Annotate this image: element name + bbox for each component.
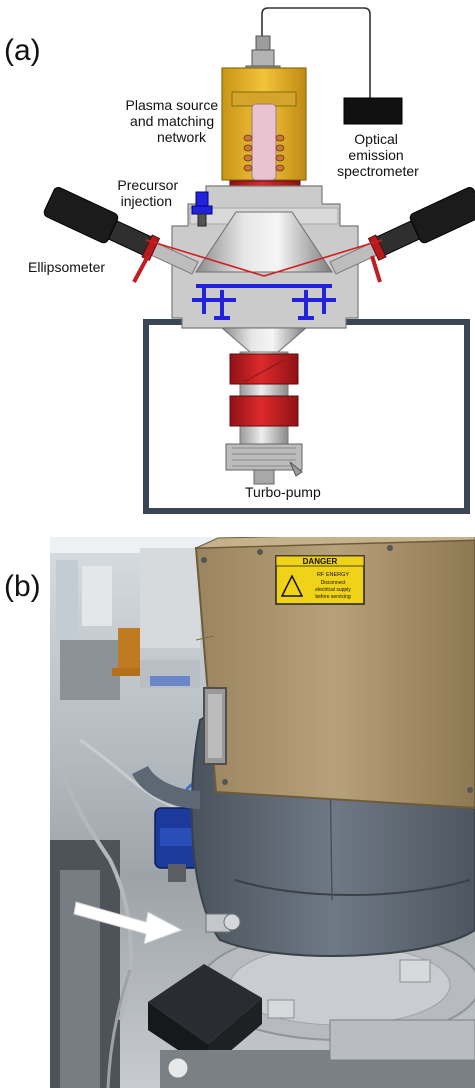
- danger-sign-title: DANGER: [303, 557, 338, 566]
- danger-sign-line1: RF ENERGY: [317, 572, 349, 578]
- panel-a-label: (a): [4, 34, 41, 67]
- panel-b-label: (b): [4, 570, 41, 603]
- support-frame: [146, 322, 467, 511]
- label-turbo-pump: Turbo-pump: [245, 484, 321, 500]
- danger-sign-line2: Disconnect: [321, 580, 346, 586]
- turbo-pump: [226, 444, 302, 484]
- oes-box: [344, 98, 402, 124]
- ellipsometer-right: [367, 186, 475, 282]
- label-plasma-source: Plasma source and matching network: [126, 97, 222, 145]
- panel-a: (a): [4, 8, 475, 511]
- photo: DANGER RF ENERGY Disconnect electrical s…: [50, 532, 475, 1088]
- plasma-source-housing: [222, 68, 306, 180]
- lower-flange-2: [230, 396, 298, 426]
- panel-b: (b): [4, 532, 475, 1088]
- danger-sign-line4: before servicing: [315, 594, 351, 600]
- danger-sign: DANGER RF ENERGY Disconnect electrical s…: [276, 556, 364, 604]
- label-oes: Optical emission spectrometer: [337, 131, 419, 179]
- lower-cone: [222, 328, 306, 352]
- lower-flange-1: [230, 354, 298, 384]
- label-precursor: Precursor injection: [117, 177, 182, 209]
- danger-sign-line3: electrical supply: [315, 587, 351, 593]
- label-ellipsometer: Ellipsometer: [28, 259, 105, 275]
